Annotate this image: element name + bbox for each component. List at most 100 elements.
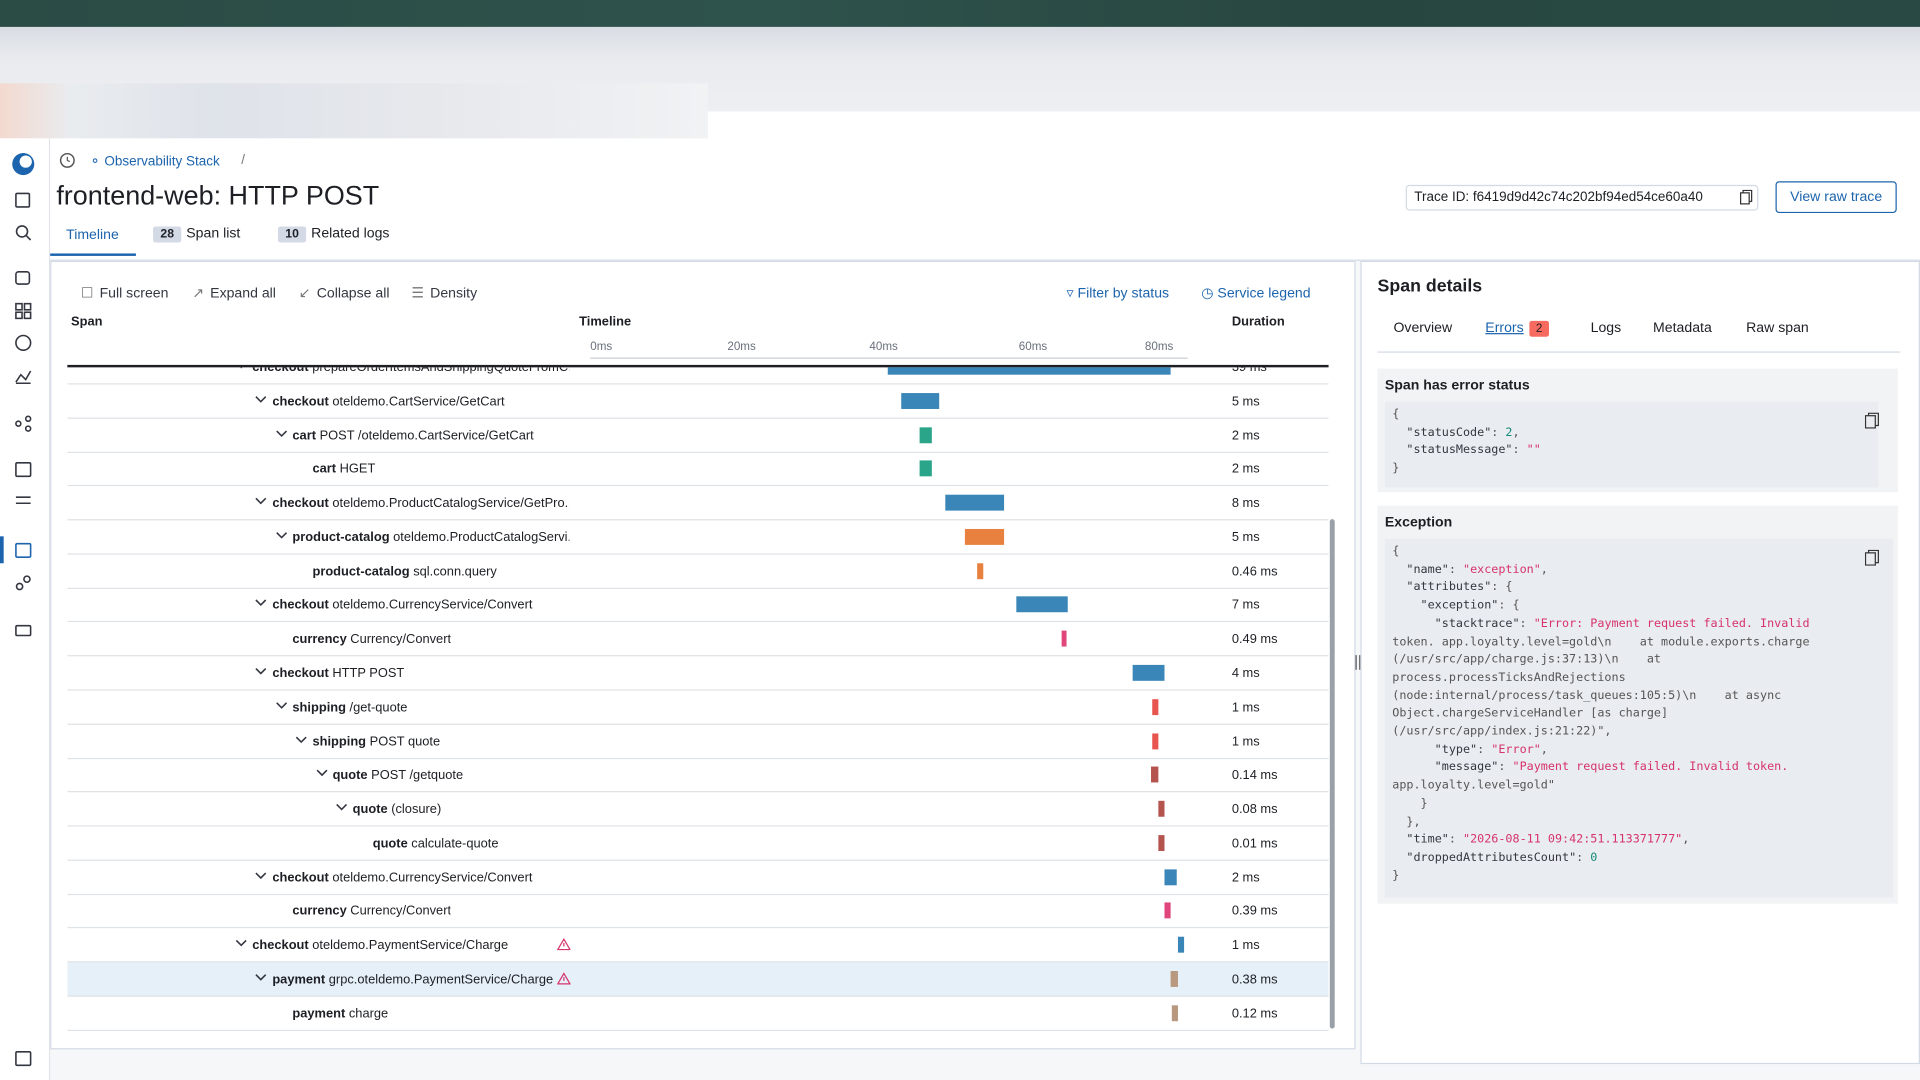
chevron[interactable] <box>255 971 267 983</box>
tab-span-list[interactable]: 28 Span list <box>153 226 241 243</box>
resize-handle[interactable] <box>1355 655 1361 670</box>
span-service: checkout <box>272 394 329 409</box>
details-tab[interactable]: Overview <box>1393 321 1452 336</box>
chevron[interactable] <box>255 869 267 881</box>
toolbar-button[interactable]: ↗ Expand all <box>192 284 276 302</box>
toolbar-text[interactable]: Collapse all <box>316 286 390 302</box>
span-duration: 5 ms <box>1231 530 1260 545</box>
span-bar <box>1170 971 1178 987</box>
tab-label[interactable]: Related logs <box>311 226 390 242</box>
chevron[interactable] <box>255 596 267 608</box>
filter-text[interactable]: Filter by status <box>1077 286 1170 302</box>
code-line: token. app.loyalty.level=gold\n at modul… <box>1392 634 1810 649</box>
tab-related-logs[interactable]: 10 Related logs <box>277 226 390 243</box>
span-row[interactable]: checkout oteldemo.CartService/GetCart 5 m… <box>67 384 1329 419</box>
history-icon[interactable] <box>58 151 78 171</box>
chevron[interactable] <box>315 767 328 779</box>
span-bar <box>1152 699 1159 716</box>
span-operation: oteldemo.CurrencyService/Convert <box>332 597 533 613</box>
copy-icon[interactable] <box>1740 189 1753 205</box>
span-row[interactable]: checkout oteldemo.ProductCatalogService/… <box>67 486 1329 521</box>
span-row[interactable]: payment charge 0.12 ms <box>67 997 1329 1032</box>
details-tab-label[interactable]: Metadata <box>1653 320 1712 336</box>
span-row[interactable]: product-catalog oteldemo.ProductCatalogS… <box>67 520 1329 555</box>
span-row[interactable]: shipping /get-quote 1 ms <box>67 691 1329 725</box>
span-row[interactable]: checkout oteldemo.CurrencyService/Conver… <box>67 588 1329 623</box>
chevron[interactable] <box>255 665 267 677</box>
details-tab-label[interactable]: Logs <box>1590 320 1622 336</box>
breadcrumb-link[interactable]: ⚬ Observability Stack <box>89 154 220 169</box>
details-tab-label[interactable]: Raw span <box>1746 320 1809 336</box>
details-tab[interactable]: Logs <box>1591 321 1622 336</box>
details-tab-label[interactable]: Overview <box>1393 320 1453 336</box>
span-service: product-catalog <box>312 563 410 579</box>
code-line: }, <box>1392 814 1421 829</box>
toolbar-icon: ☐ <box>80 286 94 302</box>
span-duration: 5 ms <box>1231 394 1260 409</box>
span-row[interactable]: quote calculate-quote 0.01 ms <box>67 827 1329 861</box>
tab-timeline[interactable]: Timeline <box>66 227 119 243</box>
chevron[interactable] <box>235 937 247 949</box>
toolbar-button[interactable]: ↙ Collapse all <box>299 284 390 302</box>
toolbar-text[interactable]: Expand all <box>210 286 276 302</box>
code-line: "stacktrace": "Error: Payment request fa… <box>1434 616 1810 631</box>
span-operation: POST /oteldemo.CartService/GetCart <box>319 427 534 443</box>
span-row[interactable]: checkout HTTP POST 4 ms <box>67 656 1329 691</box>
logo-cut <box>19 155 32 168</box>
details-tab[interactable]: Raw span <box>1746 321 1809 336</box>
span-row[interactable]: cart POST /oteldemo.CartService/GetCart 2… <box>67 418 1329 453</box>
span-row[interactable]: payment grpc.oteldemo.PaymentService/Cha… <box>67 962 1329 997</box>
chevron[interactable] <box>275 699 287 711</box>
span-operation: HGET <box>339 461 376 477</box>
span-bar <box>977 562 984 579</box>
chevron[interactable] <box>275 529 287 541</box>
copy-status[interactable] <box>1864 412 1880 429</box>
span-row[interactable]: product-catalog sql.conn.query 0.46 ms <box>67 554 1329 589</box>
span-row[interactable]: currency Currency/Convert 0.49 ms <box>67 622 1329 657</box>
copy-exception[interactable] <box>1864 549 1880 566</box>
span-name: checkout oteldemo.ProductCatalogService/… <box>272 496 569 511</box>
span-duration: 2 ms <box>1231 461 1260 477</box>
toolbar-button[interactable]: ☐ Full screen <box>80 284 169 302</box>
nav-icons[interactable] <box>15 192 32 1067</box>
span-operation: calculate-quote <box>411 836 499 852</box>
details-tab[interactable]: Errors 2 <box>1485 320 1549 337</box>
span-service: quote <box>332 767 368 783</box>
toolbar-text[interactable]: Density <box>430 286 478 302</box>
span-row[interactable]: checkout oteldemo.PaymentService/Charge 1… <box>67 928 1329 963</box>
span-row[interactable]: currency Currency/Convert 0.39 ms <box>67 894 1329 929</box>
span-row[interactable]: quote POST /getquote 0.14 ms <box>67 758 1329 793</box>
filter-button[interactable]: ▿ Filter by status <box>1066 286 1170 302</box>
toolbar-text[interactable]: Full screen <box>99 286 169 302</box>
legend-text[interactable]: Service legend <box>1217 286 1311 302</box>
details-tab-label[interactable]: Errors <box>1485 320 1524 336</box>
span-operation: /get-quote <box>349 700 408 716</box>
chevron[interactable] <box>275 427 287 439</box>
span-bar <box>964 528 1005 545</box>
span-row[interactable]: quote (closure) 0.08 ms <box>67 792 1329 827</box>
chevron[interactable] <box>255 393 267 405</box>
span-row[interactable]: cart HGET 2 ms <box>67 452 1329 487</box>
breadcrumb-text[interactable]: Observability Stack <box>104 154 220 169</box>
legend-button[interactable]: ◷ Service legend <box>1201 286 1311 302</box>
span-service: checkout <box>252 367 308 374</box>
tab-label[interactable]: Span list <box>186 226 241 242</box>
span-row[interactable]: shipping POST quote 1 ms <box>67 724 1329 759</box>
toolbar-button[interactable]: ☰ Density <box>411 284 478 302</box>
span-operation: Currency/Convert <box>350 903 452 919</box>
details-tab[interactable]: Metadata <box>1653 321 1712 336</box>
span-name: checkout oteldemo.CartService/GetCart <box>272 394 504 409</box>
span-operation: POST quote <box>369 734 441 749</box>
chevron[interactable] <box>255 495 267 507</box>
span-service: payment <box>272 972 326 987</box>
span-row[interactable]: checkout prepareOrderItemsAndShippingQuo… <box>67 367 1329 385</box>
span-row[interactable]: checkout oteldemo.CurrencyService/Conver… <box>67 860 1329 895</box>
span-operation: charge <box>348 1006 389 1022</box>
nav-active <box>0 536 4 564</box>
chevron[interactable] <box>336 801 348 813</box>
chevron[interactable] <box>235 367 247 371</box>
view-raw-button[interactable]: View raw trace <box>1775 181 1897 214</box>
chevron[interactable] <box>295 733 307 745</box>
span-duration: 0.12 ms <box>1231 1006 1278 1022</box>
span-service: checkout <box>272 597 329 613</box>
